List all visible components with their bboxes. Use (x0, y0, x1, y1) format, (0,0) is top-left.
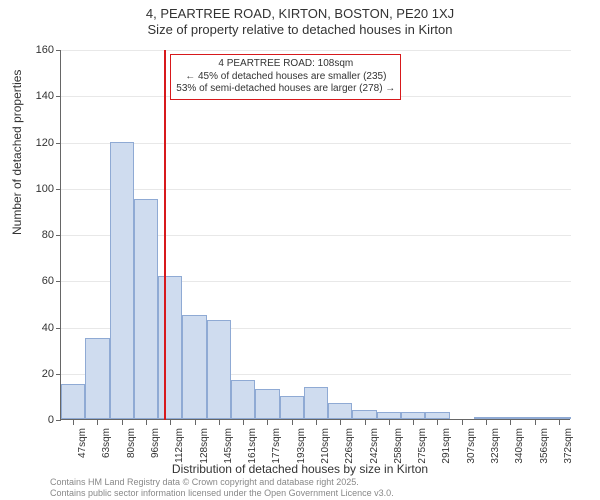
histogram-bar (255, 389, 279, 419)
y-tick-mark (56, 50, 61, 51)
x-tick-mark (170, 420, 171, 425)
x-tick-label: 80sqm (126, 428, 137, 458)
x-tick-label: 226sqm (344, 428, 355, 464)
x-tick-label: 275sqm (417, 428, 428, 464)
x-tick-mark (486, 420, 487, 425)
annotation-line: 4 PEARTREE ROAD: 108sqm (176, 58, 395, 71)
y-tick-mark (56, 143, 61, 144)
chart-title: 4, PEARTREE ROAD, KIRTON, BOSTON, PE20 1… (0, 0, 600, 37)
histogram-bar (61, 384, 85, 419)
histogram-plot: 02040608010012014016047sqm63sqm80sqm96sq… (60, 50, 570, 420)
x-tick-label: 307sqm (466, 428, 477, 464)
x-tick-label: 356sqm (539, 428, 550, 464)
y-tick-label: 0 (24, 414, 54, 426)
y-tick-mark (56, 374, 61, 375)
x-tick-label: 372sqm (563, 428, 574, 464)
x-tick-label: 258sqm (393, 428, 404, 464)
property-marker-line (164, 50, 166, 420)
x-tick-mark (219, 420, 220, 425)
x-tick-mark (559, 420, 560, 425)
y-tick-label: 100 (24, 183, 54, 195)
y-tick-label: 40 (24, 322, 54, 334)
x-tick-mark (292, 420, 293, 425)
x-tick-label: 47sqm (77, 428, 88, 458)
histogram-bar (425, 412, 449, 419)
x-tick-label: 128sqm (199, 428, 210, 464)
footer-line2: Contains public sector information licen… (50, 488, 394, 498)
histogram-bar (352, 410, 376, 419)
histogram-bar (377, 412, 401, 419)
x-tick-label: 96sqm (150, 428, 161, 458)
histogram-bar (134, 199, 158, 419)
x-tick-mark (535, 420, 536, 425)
footer-line1: Contains HM Land Registry data © Crown c… (50, 477, 394, 487)
annotation-line: 53% of semi-detached houses are larger (… (176, 83, 395, 96)
grid-line (61, 189, 571, 190)
y-tick-mark (56, 420, 61, 421)
x-tick-mark (97, 420, 98, 425)
histogram-bar (498, 417, 522, 419)
x-tick-label: 177sqm (271, 428, 282, 464)
y-tick-label: 20 (24, 368, 54, 380)
histogram-bar (85, 338, 109, 419)
grid-line (61, 50, 571, 51)
histogram-bar (280, 396, 304, 419)
y-tick-label: 140 (24, 90, 54, 102)
y-tick-mark (56, 189, 61, 190)
x-tick-label: 340sqm (514, 428, 525, 464)
annotation-box: 4 PEARTREE ROAD: 108sqm← 45% of detached… (170, 54, 401, 100)
x-tick-mark (340, 420, 341, 425)
footer-credits: Contains HM Land Registry data © Crown c… (50, 477, 394, 498)
x-tick-label: 145sqm (223, 428, 234, 464)
y-tick-label: 160 (24, 44, 54, 56)
x-axis-title: Distribution of detached houses by size … (0, 462, 600, 476)
x-tick-label: 161sqm (247, 428, 258, 464)
y-tick-label: 60 (24, 275, 54, 287)
histogram-bar (158, 276, 182, 419)
x-tick-label: 242sqm (369, 428, 380, 464)
histogram-bar (522, 417, 546, 419)
x-tick-mark (510, 420, 511, 425)
x-tick-label: 291sqm (441, 428, 452, 464)
y-tick-mark (56, 96, 61, 97)
plot-area: 02040608010012014016047sqm63sqm80sqm96sq… (60, 50, 570, 420)
x-tick-label: 193sqm (296, 428, 307, 464)
annotation-line: ← 45% of detached houses are smaller (23… (176, 71, 395, 84)
x-tick-mark (316, 420, 317, 425)
y-tick-label: 80 (24, 229, 54, 241)
x-tick-mark (195, 420, 196, 425)
x-tick-label: 323sqm (490, 428, 501, 464)
histogram-bar (474, 417, 498, 419)
x-tick-mark (267, 420, 268, 425)
histogram-bar (182, 315, 206, 419)
y-tick-mark (56, 281, 61, 282)
y-tick-mark (56, 235, 61, 236)
title-subtitle: Size of property relative to detached ho… (0, 22, 600, 37)
histogram-bar (231, 380, 255, 419)
histogram-bar (401, 412, 425, 419)
x-tick-mark (413, 420, 414, 425)
histogram-bar (110, 142, 134, 420)
x-tick-mark (365, 420, 366, 425)
y-tick-label: 120 (24, 137, 54, 149)
title-address: 4, PEARTREE ROAD, KIRTON, BOSTON, PE20 1… (0, 6, 600, 21)
x-tick-mark (146, 420, 147, 425)
histogram-bar (304, 387, 328, 419)
histogram-bar (328, 403, 352, 419)
x-tick-mark (122, 420, 123, 425)
x-tick-label: 112sqm (174, 428, 185, 463)
x-tick-mark (437, 420, 438, 425)
x-tick-mark (462, 420, 463, 425)
x-tick-mark (243, 420, 244, 425)
y-tick-mark (56, 328, 61, 329)
grid-line (61, 143, 571, 144)
histogram-bar (207, 320, 231, 419)
x-tick-mark (389, 420, 390, 425)
x-tick-mark (73, 420, 74, 425)
histogram-bar (547, 417, 571, 419)
x-tick-label: 63sqm (101, 428, 112, 458)
x-tick-label: 210sqm (320, 428, 331, 464)
y-axis-title: Number of detached properties (10, 70, 24, 235)
